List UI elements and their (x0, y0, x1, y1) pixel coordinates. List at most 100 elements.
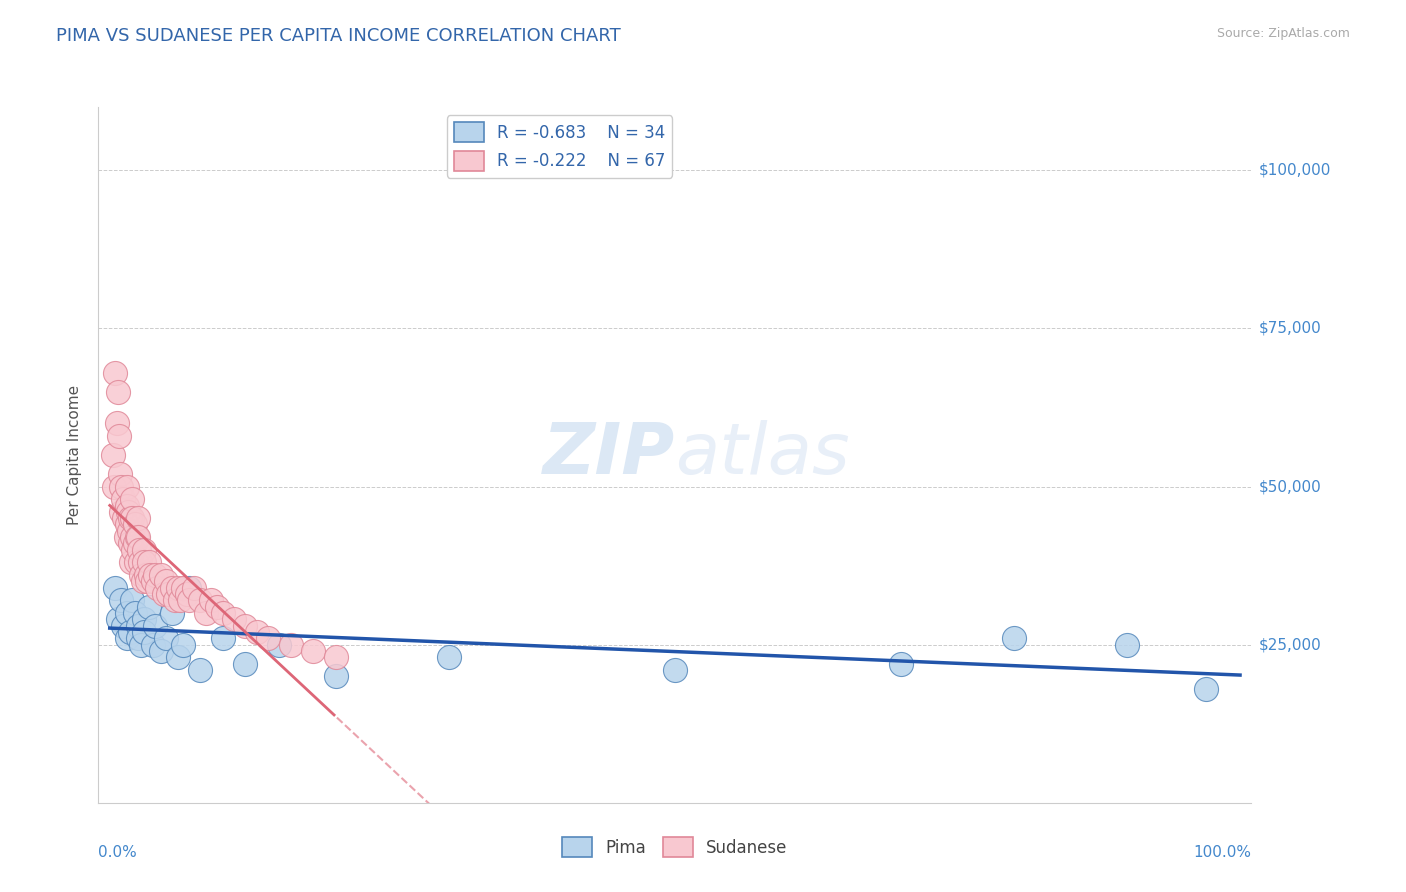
Point (172, 581, 194, 595)
Text: atlas: atlas (675, 420, 849, 490)
Point (114, 530, 136, 544)
Point (124, 517, 146, 532)
Point (120, 536, 142, 550)
Point (138, 556, 160, 570)
Point (115, 479, 138, 493)
Point (153, 587, 176, 601)
Point (160, 606, 183, 620)
Point (235, 657, 257, 671)
Point (142, 574, 165, 589)
Point (121, 511, 143, 525)
Point (149, 644, 172, 658)
Point (127, 618, 149, 632)
Point (127, 511, 149, 525)
Point (194, 606, 217, 620)
Point (121, 530, 143, 544)
Text: 100.0%: 100.0% (1194, 845, 1251, 860)
Point (325, 669, 347, 683)
Point (132, 612, 155, 626)
Point (128, 542, 150, 557)
Point (166, 650, 188, 665)
Point (110, 593, 132, 607)
Point (155, 632, 177, 646)
Point (188, 663, 211, 677)
Point (136, 574, 159, 589)
Point (115, 499, 138, 513)
Point (138, 599, 160, 614)
Point (120, 556, 142, 570)
Point (211, 606, 233, 620)
Point (664, 663, 686, 677)
Point (110, 505, 132, 519)
Point (122, 542, 145, 557)
Point (205, 599, 228, 614)
Point (107, 612, 129, 626)
Point (135, 568, 157, 582)
Point (172, 638, 194, 652)
Legend: Pima, Sudanese: Pima, Sudanese (555, 830, 794, 864)
Point (129, 556, 152, 570)
Point (302, 644, 325, 658)
Point (132, 556, 155, 570)
Point (125, 556, 148, 570)
Point (131, 574, 153, 589)
Point (437, 650, 460, 665)
Text: $100,000: $100,000 (1258, 163, 1330, 178)
Point (146, 581, 169, 595)
Point (120, 511, 142, 525)
Point (101, 448, 124, 462)
Point (269, 638, 291, 652)
Point (188, 593, 211, 607)
Point (160, 581, 183, 595)
Point (115, 606, 138, 620)
Point (280, 638, 302, 652)
Point (143, 568, 166, 582)
Point (177, 593, 200, 607)
Point (166, 581, 188, 595)
Point (121, 492, 143, 507)
Point (169, 593, 191, 607)
Point (200, 593, 222, 607)
Point (127, 632, 149, 646)
Y-axis label: Per Capita Income: Per Capita Income (67, 384, 83, 525)
Point (176, 587, 198, 601)
Point (177, 581, 200, 595)
Point (112, 511, 135, 525)
Point (118, 524, 141, 538)
Point (183, 581, 205, 595)
Point (117, 505, 139, 519)
Point (108, 467, 131, 481)
Text: $75,000: $75,000 (1258, 321, 1322, 336)
Point (157, 587, 180, 601)
Point (107, 429, 129, 443)
Point (112, 492, 135, 507)
Point (211, 632, 233, 646)
Point (222, 612, 245, 626)
Point (104, 366, 127, 380)
Point (139, 568, 162, 582)
Point (125, 530, 148, 544)
Point (124, 536, 146, 550)
Point (112, 618, 135, 632)
Text: ZIP: ZIP (543, 420, 675, 490)
Point (257, 632, 280, 646)
Point (115, 517, 138, 532)
Point (105, 417, 128, 431)
Point (103, 479, 125, 493)
Point (1195, 681, 1218, 696)
Point (149, 568, 172, 582)
Text: 0.0%: 0.0% (98, 845, 138, 860)
Point (1116, 638, 1139, 652)
Point (890, 657, 912, 671)
Point (132, 542, 155, 557)
Point (124, 606, 146, 620)
Point (131, 638, 153, 652)
Text: $50,000: $50,000 (1258, 479, 1322, 494)
Point (107, 384, 129, 399)
Point (104, 581, 127, 595)
Point (127, 530, 149, 544)
Point (246, 625, 269, 640)
Point (110, 479, 132, 493)
Text: Source: ZipAtlas.com: Source: ZipAtlas.com (1216, 27, 1350, 40)
Point (155, 574, 177, 589)
